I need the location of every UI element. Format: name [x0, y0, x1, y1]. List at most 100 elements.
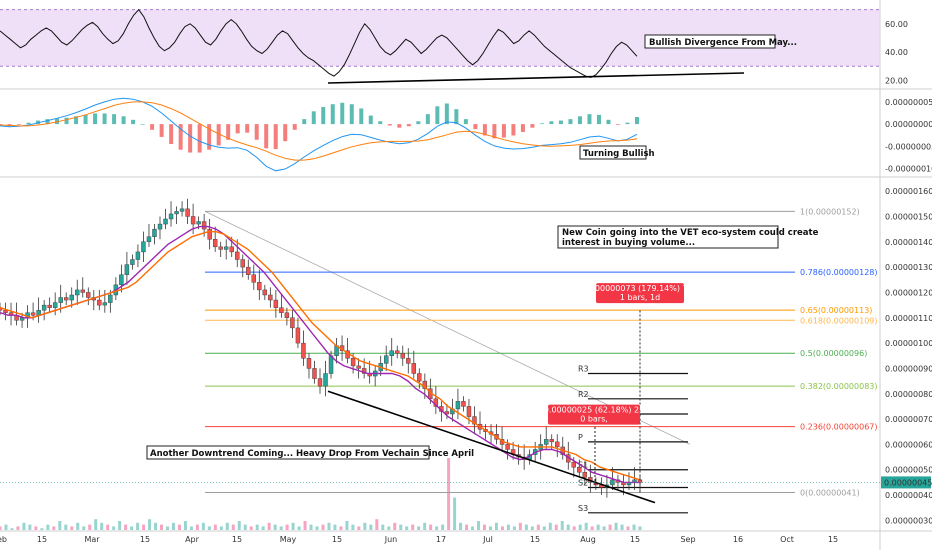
volume-bar [333, 524, 337, 530]
volume-bar [530, 526, 534, 530]
macd-histogram-bar [473, 124, 478, 130]
volume-bar [0, 526, 2, 530]
macd-histogram-bar [159, 124, 164, 137]
time-tick-label: May [280, 535, 297, 544]
macd-histogram-bar [330, 104, 335, 125]
macd-panel: 0.00000005 0.00000000 -0.00000005 -0.000000… [0, 97, 932, 174]
candle-body [212, 239, 218, 248]
candle-body [279, 307, 284, 313]
candle-body [301, 342, 306, 359]
volume-bar [542, 526, 546, 530]
volume-bar [159, 524, 163, 530]
measure-box-line2: 1 bars, 1d [620, 293, 660, 302]
volume-bar [554, 524, 558, 530]
candle-body [135, 251, 141, 260]
price-tick-label: 0.00000080 [885, 390, 932, 399]
candle-body [312, 368, 317, 379]
macd-histogram-bar [349, 104, 354, 125]
volume-bar [602, 526, 606, 530]
candle-body [58, 297, 63, 303]
macd-histogram-bar [416, 121, 421, 125]
pivot-level-label: S1 [578, 461, 588, 470]
volume-bar [124, 524, 128, 530]
volume-bar [70, 526, 74, 530]
volume-bar [572, 526, 576, 530]
candle-body [80, 289, 85, 293]
volume-bar [285, 524, 289, 530]
measure-box [596, 283, 684, 304]
rsi-tick-label: 40.00 [885, 48, 908, 57]
pivot-level-label: R2 [578, 390, 589, 399]
candle-body [290, 317, 295, 329]
macd-histogram-bar [625, 122, 630, 125]
volume-bar [512, 526, 516, 530]
note-box-downtrend [146, 445, 430, 460]
volume-bar [118, 521, 122, 530]
macd-histogram-bar [102, 113, 107, 125]
candle-body [544, 439, 549, 445]
volume-bar [142, 524, 146, 530]
macd-histogram-bar [264, 124, 269, 149]
note-box-vet [557, 225, 779, 249]
macd-histogram-bar [292, 124, 297, 130]
candle-body [207, 228, 212, 240]
volume-bar [165, 526, 169, 530]
volume-bar [136, 522, 140, 530]
macd-histogram-bar [178, 124, 183, 150]
macd-histogram-bar [635, 117, 639, 125]
candle-body [273, 299, 279, 308]
candle-body [240, 259, 245, 268]
candle-body [417, 373, 422, 382]
candle-body [295, 327, 301, 344]
macd-histogram-bar [197, 124, 202, 153]
volume-bar [315, 526, 319, 530]
volume-bar [183, 521, 187, 530]
volume-bar [195, 524, 199, 530]
candle-body [30, 312, 36, 316]
macd-histogram-bar [444, 103, 449, 125]
candle-body [108, 294, 113, 303]
volume-bar [100, 522, 104, 530]
macd-histogram-bar [254, 124, 259, 140]
macd-histogram-bar [492, 124, 497, 139]
candle-body [47, 304, 52, 308]
volume-bar [207, 526, 211, 530]
macd-histogram-bar [74, 116, 79, 125]
candle-body [549, 439, 554, 443]
rsi-tick-label: 60.00 [885, 20, 908, 29]
candle-body [257, 282, 262, 291]
fib-level-label: 0.236(0.00000067) [800, 423, 878, 432]
candle-body [251, 274, 256, 283]
candle-body [268, 294, 273, 301]
price-tick-label: 0.00000150 [885, 212, 932, 221]
volume-bar [171, 522, 175, 530]
volume-bar [417, 526, 421, 530]
volume-bar [405, 526, 409, 530]
time-tick-label: 17 [436, 535, 446, 544]
moving-average-line [0, 230, 641, 481]
fib-level-label: 0.5(0.00000096) [800, 349, 867, 358]
candle-body [235, 251, 240, 260]
measure-box-line1: 0.00000073 (179.14%) 73 [587, 284, 692, 293]
volume-bar [255, 524, 259, 530]
candle-body [157, 223, 163, 230]
time-tick-label: Apr [185, 535, 200, 544]
macd-histogram-bar [606, 119, 611, 125]
candle-body [328, 355, 334, 374]
macd-histogram-bar [387, 124, 392, 126]
current-price-badge [881, 476, 931, 489]
volume-bar [369, 524, 373, 530]
volume-bar [225, 522, 229, 530]
candle-body [196, 221, 201, 225]
measure-box-line1: 0.00000025 (62.18%) 25 [544, 406, 644, 415]
volume-bar [387, 526, 391, 530]
volume-bar [249, 526, 253, 530]
fib-level-label: 0.382(0.00000083) [800, 382, 878, 391]
macd-histogram-bar [207, 124, 212, 150]
volume-bar [261, 526, 265, 530]
macd-tick-label: 0.00000005 [885, 98, 932, 107]
time-tick-label: 15 [232, 535, 242, 544]
volume-bar [345, 521, 349, 530]
volume-bar [4, 524, 8, 530]
volume-bar [399, 524, 403, 530]
